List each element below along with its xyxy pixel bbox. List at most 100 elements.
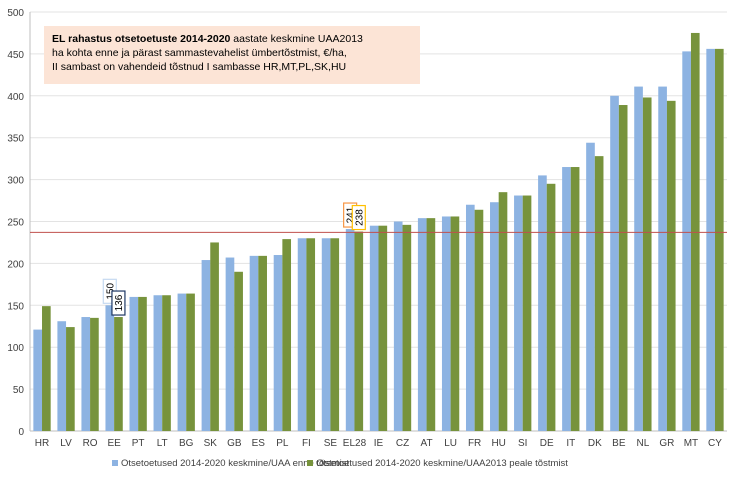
bar-EE-series-1 [114, 317, 123, 431]
legend-label-1: Otsetoetused 2014-2020 keskmine/UAA2013 … [316, 458, 568, 469]
x-tick-label: SE [324, 438, 338, 449]
bar-AT-series-0 [417, 218, 427, 431]
bar-RO-series-1 [90, 317, 99, 431]
bar-EE-series-0 [105, 305, 115, 431]
bar-PL-series-1 [282, 239, 292, 431]
bar-DK-series-0 [586, 142, 595, 431]
bar-SI-series-0 [514, 195, 523, 431]
bar-GR-series-0 [658, 86, 667, 431]
bar-BG-series-1 [186, 293, 195, 431]
x-tick-label: EE [107, 438, 121, 449]
chart-title-box: EL rahastus otsetoetuste 2014-2020 aasta… [44, 26, 420, 84]
bar-DE-series-1 [546, 183, 556, 431]
chart-title-line3: II sambast on vahendeid tõstnud I sambas… [52, 61, 347, 73]
bar-SE-series-0 [321, 238, 331, 431]
bar-GR-series-1 [666, 100, 676, 431]
bar-DK-series-1 [594, 156, 604, 432]
bar-EL28-series-0 [345, 229, 355, 431]
x-tick-label: SI [518, 438, 527, 449]
bar-SI-series-1 [522, 195, 532, 431]
bar-PL-series-0 [273, 255, 283, 431]
bar-PT-series-1 [138, 296, 147, 431]
x-tick-label: CZ [396, 438, 409, 449]
x-tick-label: BE [612, 438, 626, 449]
bar-SK-series-1 [210, 242, 219, 431]
y-tick-label: 50 [13, 385, 25, 396]
x-tick-label: RO [83, 438, 98, 449]
y-tick-label: 0 [18, 427, 24, 438]
x-tick-label: HU [491, 438, 505, 449]
bar-BE-series-0 [610, 95, 619, 432]
bar-NL-series-0 [634, 86, 643, 431]
bar-AT-series-1 [426, 218, 436, 431]
x-tick-label: IT [566, 438, 575, 449]
chart-title-line2: ha kohta enne ja pärast sammastevahelist… [52, 47, 347, 59]
bar-FI-series-1 [306, 238, 316, 431]
y-tick-label: 350 [7, 134, 24, 145]
bar-HR-series-1 [42, 306, 51, 431]
bar-FR-series-1 [474, 209, 484, 431]
bar-RO-series-0 [81, 317, 91, 431]
x-tick-label: IE [374, 438, 384, 449]
x-tick-label: PL [276, 438, 289, 449]
bar-IE-series-0 [369, 225, 379, 431]
x-tick-label: DE [540, 438, 554, 449]
bar-DE-series-0 [538, 175, 547, 431]
bar-ES-series-0 [249, 255, 259, 431]
y-tick-label: 100 [7, 343, 24, 354]
y-tick-label: 200 [7, 259, 24, 270]
chart-title-rest: aastate keskmine UAA2013 [230, 33, 363, 45]
bar-NL-series-1 [642, 97, 652, 431]
x-tick-label: NL [636, 438, 649, 449]
y-tick-label: 250 [7, 218, 24, 229]
bar-LU-series-1 [450, 216, 460, 431]
x-tick-label: LV [60, 438, 72, 449]
bar-GB-series-0 [225, 257, 235, 431]
bar-CZ-series-1 [402, 224, 412, 431]
data-label-box [351, 204, 366, 231]
bar-LU-series-0 [441, 216, 451, 431]
x-tick-label: LT [157, 438, 168, 449]
bar-IT-series-0 [562, 167, 571, 431]
bar-LT-series-0 [153, 295, 163, 431]
bar-LV-series-0 [57, 321, 67, 431]
data-label: 150 [105, 283, 116, 300]
x-tick-label: FI [302, 438, 311, 449]
data-label: 241 [346, 206, 357, 223]
x-tick-label: EL28 [343, 438, 367, 449]
x-tick-label: SK [204, 438, 218, 449]
y-tick-label: 450 [7, 50, 24, 61]
legend-label-0: Otsetoetused 2014-2020 keskmine/UAA enne… [121, 458, 349, 469]
x-tick-label: FR [468, 438, 481, 449]
chart-title-bold: EL rahastus otsetoetuste 2014-2020 [52, 33, 231, 45]
bar-HU-series-1 [498, 192, 508, 431]
bar-CY-series-1 [714, 48, 724, 431]
data-label: 136 [114, 294, 125, 311]
legend-swatch-1 [307, 460, 313, 466]
bar-BG-series-0 [177, 293, 187, 431]
bar-HU-series-0 [490, 202, 499, 431]
bar-PT-series-0 [129, 296, 139, 431]
bar-GB-series-1 [234, 271, 243, 431]
bar-BE-series-1 [618, 105, 628, 431]
bar-SK-series-0 [201, 260, 211, 431]
x-tick-label: PT [132, 438, 145, 449]
bar-MT-series-0 [682, 51, 691, 432]
x-tick-label: GB [227, 438, 242, 449]
x-tick-label: ES [252, 438, 266, 449]
x-tick-label: CY [708, 438, 722, 449]
bar-HR-series-0 [33, 329, 43, 431]
x-tick-label: AT [421, 438, 433, 449]
x-tick-label: HR [35, 438, 49, 449]
x-tick-label: DK [588, 438, 602, 449]
x-tick-label: BG [179, 438, 194, 449]
legend-swatch-0 [112, 460, 118, 466]
y-tick-label: 150 [7, 301, 24, 312]
bar-FI-series-0 [297, 238, 307, 431]
bar-IE-series-1 [378, 225, 388, 431]
bar-EL28-series-1 [354, 231, 364, 431]
data-label: 238 [354, 209, 365, 226]
y-tick-label: 300 [7, 176, 24, 187]
bar-LV-series-1 [66, 327, 75, 431]
